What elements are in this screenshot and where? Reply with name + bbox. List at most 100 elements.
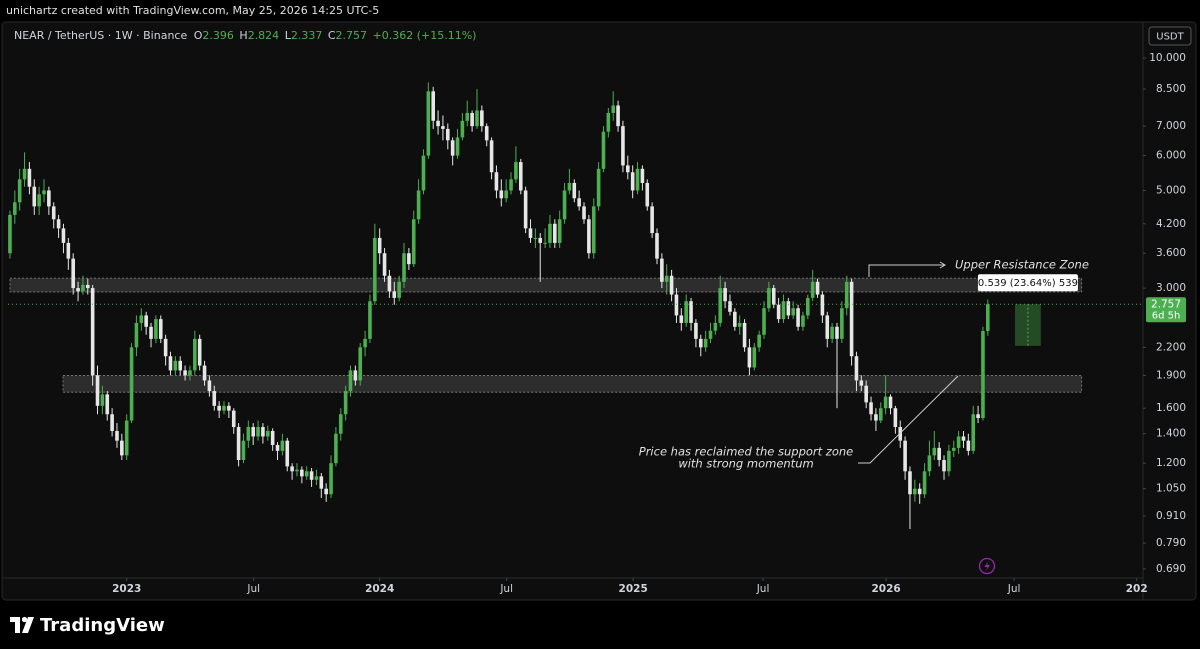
candle-body xyxy=(407,253,411,265)
candle-body xyxy=(801,315,805,327)
annotation-arrow xyxy=(868,264,945,277)
candle-body xyxy=(951,447,956,451)
candle-body xyxy=(441,126,445,129)
y-tick-label: 1.050 xyxy=(1156,483,1186,495)
candle-body xyxy=(908,471,912,495)
candle-body xyxy=(859,380,864,386)
candle-body xyxy=(460,120,465,138)
x-tick-label: 2024 xyxy=(365,583,394,595)
y-tick-label: 8.500 xyxy=(1156,83,1186,95)
candle-body xyxy=(981,331,985,419)
candle-body xyxy=(373,237,377,302)
candle-body xyxy=(849,281,854,357)
candle-body xyxy=(173,360,178,371)
candle-body xyxy=(217,405,221,411)
candle-body xyxy=(557,219,562,243)
candle-body xyxy=(567,182,572,191)
candle-body xyxy=(480,110,484,127)
candle-body xyxy=(241,440,246,461)
annotation-text: Price has reclaimed the support zone xyxy=(639,445,853,459)
candle-body xyxy=(334,433,338,464)
candle-body xyxy=(903,440,907,472)
candle-body xyxy=(222,405,226,411)
candle-body xyxy=(635,168,640,191)
candle-body xyxy=(844,281,849,309)
logo-text[interactable]: TradingView xyxy=(40,615,165,636)
candle-body xyxy=(781,301,786,320)
candle-body xyxy=(416,190,421,220)
candle-body xyxy=(22,168,27,180)
candle-body xyxy=(236,427,241,461)
alert-circle[interactable] xyxy=(978,557,996,575)
alert-icon[interactable] xyxy=(978,557,996,575)
candle-body xyxy=(776,304,781,320)
candle-body xyxy=(956,436,961,448)
candle-body xyxy=(465,112,470,121)
candle-body xyxy=(343,391,348,415)
candle-body xyxy=(611,105,616,113)
candle-body xyxy=(353,370,358,381)
candle-body xyxy=(421,155,426,191)
y-tick-label: 1.400 xyxy=(1156,428,1186,440)
candle-body xyxy=(95,375,100,406)
candle-body xyxy=(708,330,713,339)
candle-body xyxy=(698,338,703,348)
candle-body xyxy=(752,347,757,368)
y-tick-label: 2.200 xyxy=(1156,341,1186,353)
x-tick-label: 2026 xyxy=(872,583,901,595)
candle-body xyxy=(854,356,859,381)
candle-body xyxy=(76,288,80,292)
logo-dot[interactable] xyxy=(21,616,28,623)
candle-body xyxy=(470,112,474,127)
candle-body xyxy=(368,301,372,339)
logo[interactable]: TradingView xyxy=(10,615,165,636)
candle-body xyxy=(582,206,586,220)
candle-body xyxy=(806,297,810,316)
change: +0.362 xyxy=(373,29,414,42)
logo-mark[interactable] xyxy=(10,617,20,633)
candle-body xyxy=(601,131,606,169)
y-tick-label: 3.600 xyxy=(1156,247,1186,259)
candle-body xyxy=(810,281,815,298)
candle-body xyxy=(358,347,363,381)
candle-body xyxy=(689,301,693,323)
candle-body xyxy=(591,206,596,254)
candle-body xyxy=(883,396,888,409)
candle-body xyxy=(450,140,455,156)
candle-body xyxy=(158,319,163,339)
candle-body xyxy=(878,408,883,421)
zone xyxy=(62,374,1083,393)
x-tick-label: 202 xyxy=(1126,583,1148,595)
candle-body xyxy=(796,308,800,327)
candle-body xyxy=(548,223,552,243)
x-tick-label: Jul xyxy=(246,583,260,595)
candle-body xyxy=(402,253,406,282)
candle-body xyxy=(942,460,946,472)
symbol: NEAR / TetherUS · 1W · Binance xyxy=(14,29,187,42)
candle-body xyxy=(37,194,41,207)
logo-slash[interactable] xyxy=(22,617,34,633)
candle-body xyxy=(494,172,499,191)
candle-body xyxy=(66,242,71,259)
candle-body xyxy=(475,110,479,127)
candle-body xyxy=(168,356,173,371)
candle-body xyxy=(455,137,460,156)
candle-body xyxy=(587,219,591,254)
candle-body xyxy=(674,294,679,316)
y-tick-label: 1.200 xyxy=(1156,457,1186,469)
candle-body xyxy=(227,405,231,411)
candle-body xyxy=(154,319,158,339)
candle-body xyxy=(830,326,834,339)
candle-body xyxy=(261,427,265,437)
candle-body xyxy=(426,91,431,156)
candle-body xyxy=(577,198,581,207)
candle-body xyxy=(888,396,893,409)
candle-body xyxy=(163,338,168,357)
y-tick-label: 0.690 xyxy=(1156,563,1186,575)
currency[interactable]: USDT xyxy=(1156,32,1184,43)
alert-bolt[interactable] xyxy=(984,561,991,572)
candle-body xyxy=(314,476,319,480)
candle-body xyxy=(645,182,650,207)
currency-box[interactable] xyxy=(1148,26,1192,46)
